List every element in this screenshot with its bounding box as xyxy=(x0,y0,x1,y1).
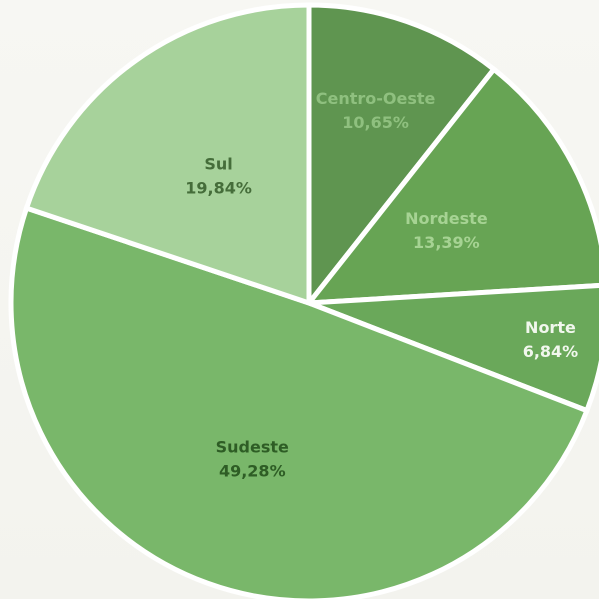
slice-percent-sudeste: 49,28% xyxy=(219,461,286,480)
slice-percent-norte: 6,84% xyxy=(523,342,579,361)
slice-percent-sul: 19,84% xyxy=(185,179,252,198)
pie-slice-centro-oeste xyxy=(306,2,498,311)
slice-label-sudeste: Sudeste xyxy=(216,437,289,456)
slice-label-norte: Norte xyxy=(525,318,576,337)
pie-slice-sul xyxy=(23,2,312,307)
slice-percent-nordeste: 13,39% xyxy=(413,233,480,252)
slice-percent-centro-oeste: 10,65% xyxy=(342,113,409,132)
pie-slice-nordeste xyxy=(303,65,599,306)
pie-slice-sudeste xyxy=(8,204,591,599)
slice-label-centro-oeste: Centro-Oeste xyxy=(316,89,436,108)
slice-label-nordeste: Nordeste xyxy=(405,209,488,228)
slice-label-sul: Sul xyxy=(204,155,232,174)
